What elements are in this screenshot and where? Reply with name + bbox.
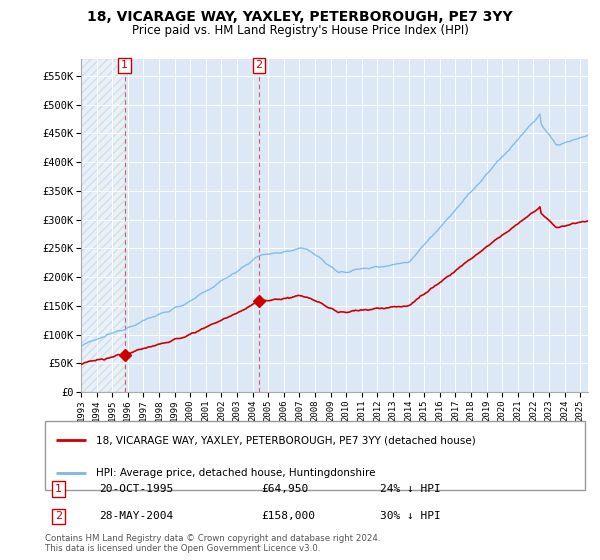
Text: Contains HM Land Registry data © Crown copyright and database right 2024.
This d: Contains HM Land Registry data © Crown c… [45, 534, 380, 553]
Text: £64,950: £64,950 [261, 484, 308, 494]
Text: Price paid vs. HM Land Registry's House Price Index (HPI): Price paid vs. HM Land Registry's House … [131, 24, 469, 36]
Text: 1: 1 [55, 484, 62, 494]
Text: 28-MAY-2004: 28-MAY-2004 [99, 511, 173, 521]
Text: 2: 2 [55, 511, 62, 521]
Text: 2: 2 [256, 60, 263, 71]
Text: 30% ↓ HPI: 30% ↓ HPI [380, 511, 440, 521]
Text: HPI: Average price, detached house, Huntingdonshire: HPI: Average price, detached house, Hunt… [96, 468, 376, 478]
Text: £158,000: £158,000 [261, 511, 315, 521]
Bar [81, 59, 125, 392]
Text: 18, VICARAGE WAY, YAXLEY, PETERBOROUGH, PE7 3YY (detached house): 18, VICARAGE WAY, YAXLEY, PETERBOROUGH, … [96, 436, 476, 445]
Bar [81, 59, 125, 392]
Text: 18, VICARAGE WAY, YAXLEY, PETERBOROUGH, PE7 3YY: 18, VICARAGE WAY, YAXLEY, PETERBOROUGH, … [87, 10, 513, 24]
Text: 1: 1 [121, 60, 128, 71]
Text: 20-OCT-1995: 20-OCT-1995 [99, 484, 173, 494]
Text: 24% ↓ HPI: 24% ↓ HPI [380, 484, 440, 494]
